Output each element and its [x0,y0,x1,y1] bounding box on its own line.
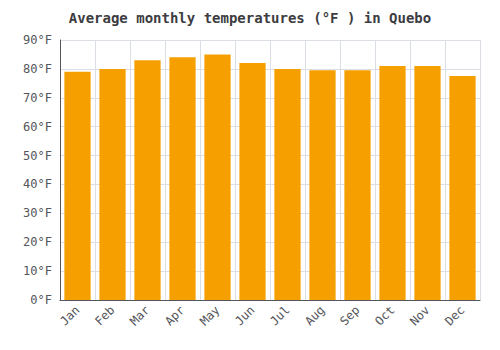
svg-text:May: May [197,303,222,328]
svg-text:Dec: Dec [442,303,467,328]
svg-text:30°F: 30°F [23,206,52,220]
svg-text:60°F: 60°F [23,120,52,134]
svg-text:Jul: Jul [267,303,292,328]
svg-text:Sep: Sep [337,303,362,328]
svg-text:Average monthly temperatures (: Average monthly temperatures (°F ) in Qu… [69,10,431,26]
svg-text:0°F: 0°F [30,293,52,307]
svg-text:Jan: Jan [57,303,82,328]
svg-text:90°F: 90°F [23,33,52,47]
svg-text:Apr: Apr [162,303,187,328]
svg-text:80°F: 80°F [23,62,52,76]
svg-text:Aug: Aug [302,303,327,328]
svg-text:10°F: 10°F [23,264,52,278]
svg-text:40°F: 40°F [23,177,52,191]
svg-text:Oct: Oct [372,303,397,328]
svg-text:70°F: 70°F [23,91,52,105]
svg-text:50°F: 50°F [23,149,52,163]
svg-text:Jun: Jun [232,303,257,328]
svg-text:Mar: Mar [127,303,152,328]
svg-text:Nov: Nov [407,303,432,328]
svg-text:20°F: 20°F [23,235,52,249]
svg-text:Feb: Feb [92,303,117,328]
